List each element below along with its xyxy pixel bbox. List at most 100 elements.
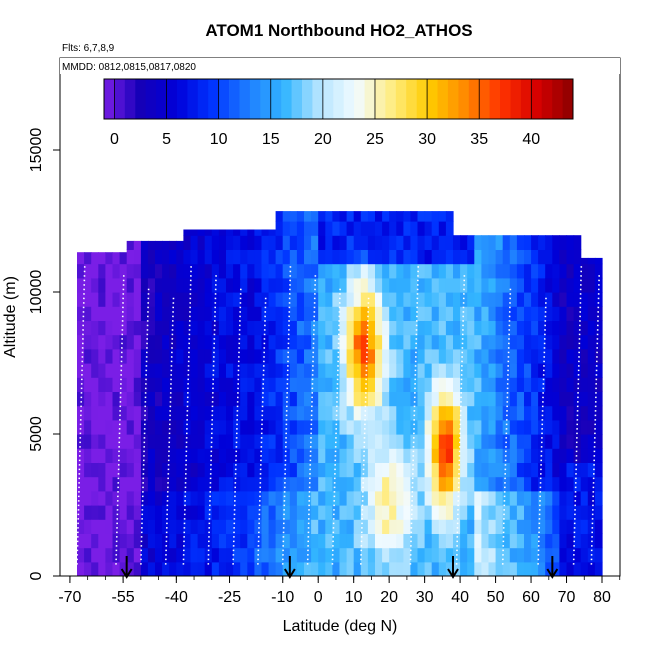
heatmap-cell — [346, 519, 355, 534]
heatmap-cell — [346, 320, 355, 336]
heatmap-cell — [538, 519, 546, 534]
heatmap-cell — [140, 277, 149, 293]
heatmap-cell — [573, 235, 582, 250]
heatmap-cell — [105, 519, 114, 534]
heatmap-cell — [417, 334, 426, 350]
heatmap-cell — [126, 519, 135, 534]
heatmap-cell — [460, 405, 468, 421]
colorbar-segment — [114, 79, 126, 119]
heatmap-cell — [289, 434, 298, 449]
y-axis-label: Altitude (m) — [2, 276, 19, 358]
heatmap-cell — [346, 561, 355, 576]
heatmap-cells — [77, 211, 603, 576]
heatmap-cell — [311, 334, 319, 350]
heatmap-cell — [126, 448, 135, 463]
heatmap-cell — [367, 211, 376, 222]
heatmap-cell — [233, 277, 241, 293]
heatmap-cell — [375, 306, 383, 321]
heatmap-cell — [282, 320, 291, 336]
heatmap-cell — [580, 419, 589, 435]
heatmap-cell — [325, 490, 333, 506]
heatmap-cell — [481, 306, 490, 321]
heatmap-cell — [396, 377, 404, 392]
heatmap-cell — [573, 263, 582, 279]
heatmap-cell — [552, 334, 560, 350]
heatmap-cell — [488, 434, 497, 449]
heatmap-cell — [183, 533, 192, 549]
heatmap-cell — [346, 249, 355, 265]
heatmap-cell — [488, 490, 497, 506]
heatmap-cell — [91, 334, 99, 350]
heatmap-cell — [84, 419, 92, 435]
heatmap-cell — [268, 391, 277, 407]
heatmap-cell — [155, 490, 163, 506]
heatmap-cell — [594, 419, 603, 435]
heatmap-cell — [417, 277, 426, 293]
heatmap-cell — [240, 533, 248, 549]
heatmap-cell — [91, 320, 99, 336]
heatmap-cell — [552, 476, 560, 492]
heatmap-cell — [183, 391, 192, 407]
heatmap-cell — [339, 348, 348, 364]
heatmap-cell — [240, 448, 248, 463]
heatmap-cell — [438, 292, 447, 307]
heatmap-cell — [318, 334, 326, 350]
heatmap-cell — [367, 363, 376, 378]
heatmap-cell — [332, 221, 341, 236]
heatmap-cell — [247, 363, 255, 378]
heatmap-cell — [318, 377, 326, 392]
heatmap-cell — [140, 490, 149, 506]
heatmap-cell — [318, 519, 326, 534]
heatmap-cell — [531, 363, 539, 378]
heatmap-cell — [140, 448, 149, 463]
heatmap-cell — [318, 476, 326, 492]
heatmap-cell — [332, 306, 341, 321]
heatmap-cell — [84, 252, 92, 265]
heatmap-cell — [587, 462, 596, 478]
heatmap-cell — [296, 533, 305, 549]
heatmap-cell — [538, 292, 546, 307]
heatmap-cell — [353, 405, 362, 421]
heatmap-cell — [445, 320, 454, 336]
heatmap-cell — [261, 547, 270, 563]
heatmap-cell — [98, 306, 106, 321]
heatmap-cell — [211, 249, 220, 265]
heatmap-cell — [296, 277, 305, 293]
heatmap-cell — [247, 505, 255, 520]
heatmap-cell — [417, 519, 426, 534]
heatmap-cell — [218, 448, 227, 463]
heatmap-cell — [240, 547, 248, 563]
heatmap-cell — [531, 320, 539, 336]
heatmap-cell — [226, 547, 234, 563]
heatmap-cell — [410, 519, 419, 534]
heatmap-cell — [346, 505, 355, 520]
heatmap-cell — [133, 405, 142, 421]
heatmap-cell — [77, 448, 85, 463]
heatmap-cell — [155, 348, 163, 364]
heatmap-cell — [396, 547, 404, 563]
heatmap-cell — [289, 519, 298, 534]
heatmap-cell — [587, 263, 596, 279]
heatmap-cell — [389, 547, 397, 563]
heatmap-cell — [424, 462, 433, 478]
heatmap-cell — [197, 320, 206, 336]
heatmap-cell — [282, 306, 291, 321]
heatmap-cell — [353, 377, 362, 392]
heatmap-cell — [594, 448, 603, 463]
heatmap-cell — [84, 448, 92, 463]
heatmap-cell — [339, 462, 348, 478]
heatmap-cell — [516, 277, 525, 293]
heatmap-cell — [318, 249, 326, 265]
heatmap-cell — [509, 292, 518, 307]
heatmap-cell — [254, 249, 263, 265]
heatmap-cell — [240, 377, 248, 392]
heatmap-cell — [240, 292, 248, 307]
heatmap-cell — [438, 533, 447, 549]
heatmap-cell — [375, 419, 383, 435]
heatmap-cell — [261, 235, 270, 250]
heatmap-cell — [190, 490, 199, 506]
heatmap-cell — [247, 377, 255, 392]
heatmap-cell — [211, 348, 220, 364]
heatmap-cell — [403, 419, 412, 435]
heatmap-cell — [218, 547, 227, 563]
